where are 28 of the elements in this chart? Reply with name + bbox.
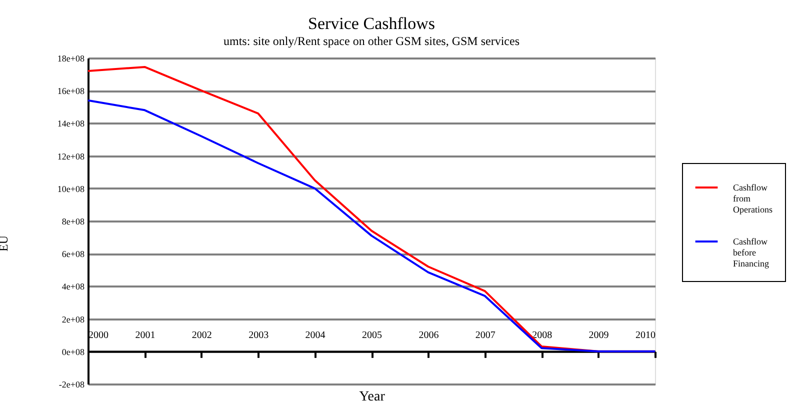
y-axis-title: EU <box>0 235 10 252</box>
x-tick-label: 2005 <box>362 330 382 341</box>
legend-label: Cashflow before Financing <box>733 236 770 268</box>
y-tick-label: 4e+08 <box>62 282 85 292</box>
x-tick-label: 2000 <box>88 330 108 341</box>
y-tick-label: 8e+08 <box>62 216 85 226</box>
y-tick-label: 16e+08 <box>57 86 85 96</box>
y-tick-label: 14e+08 <box>57 118 85 129</box>
x-tick-label: 2008 <box>532 330 552 341</box>
x-tick-label: 2006 <box>418 330 439 341</box>
y-tick-label: 18e+08 <box>57 54 85 64</box>
x-tick-label: 2001 <box>135 330 156 341</box>
x-tick-label: 2002 <box>192 330 212 341</box>
chart-subtitle: umts: site only/Rent space on other GSM sites, GSM services <box>224 34 520 48</box>
x-tick-label: 2010 <box>636 330 656 341</box>
x-tick-label: 2009 <box>588 330 609 341</box>
chart-title: Service Cashflows <box>308 14 436 33</box>
y-tick-label: 10e+08 <box>57 184 85 194</box>
x-tick-label: 2003 <box>248 330 269 341</box>
x-tick-label: 2004 <box>305 330 326 341</box>
y-tick-label: 12e+08 <box>57 151 85 162</box>
y-tick-label: 0e+08 <box>62 346 85 357</box>
y-tick-label: -2e+08 <box>58 380 85 390</box>
x-axis-title: Year <box>359 390 386 404</box>
y-tick-label: 6e+08 <box>62 249 85 260</box>
x-tick-label: 2007 <box>475 330 496 341</box>
legend-label: Cashflow from Operations <box>733 182 773 214</box>
y-tick-label: 2e+08 <box>62 314 85 324</box>
